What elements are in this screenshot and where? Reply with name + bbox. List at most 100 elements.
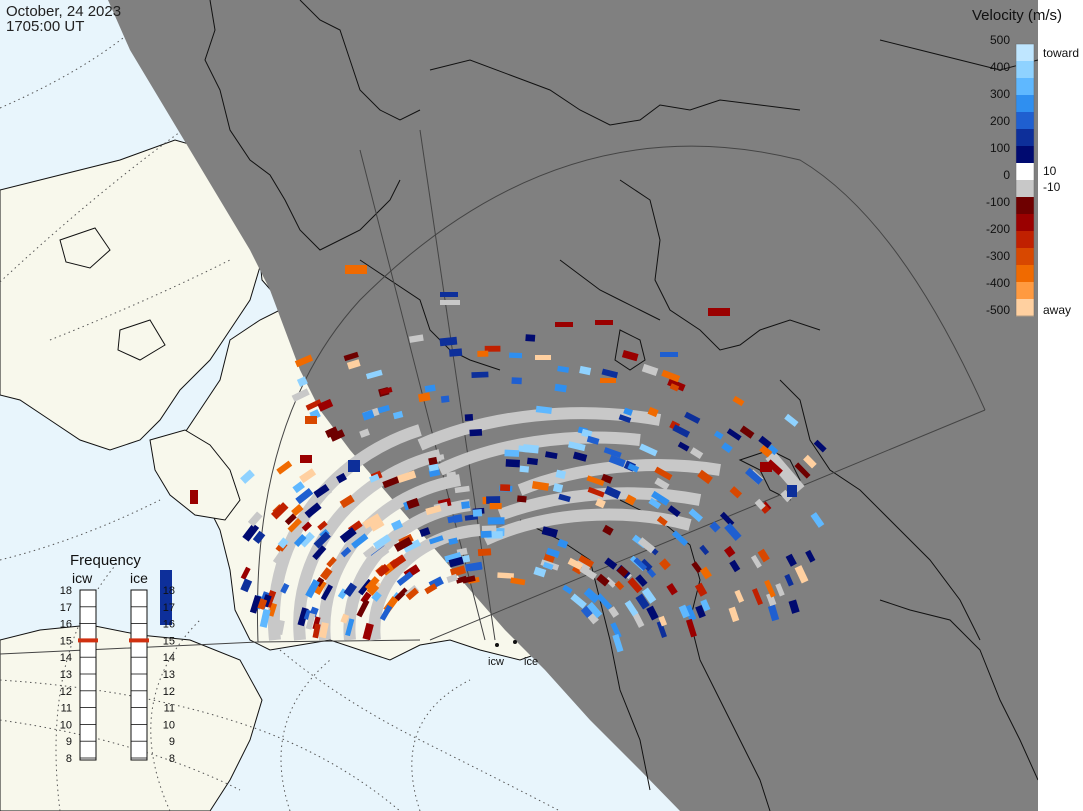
echo-cell — [685, 618, 697, 638]
night-shadow — [108, 0, 1038, 811]
echo-cell — [624, 494, 637, 506]
echo-cell — [329, 429, 346, 442]
echo-cell — [297, 607, 309, 627]
echo-cell — [788, 599, 800, 614]
echo-cell — [586, 475, 605, 487]
echo-cell — [759, 444, 773, 458]
echo-cell — [721, 442, 733, 454]
echo-cell — [639, 443, 658, 457]
echo-cell — [312, 579, 327, 596]
echo-cell — [570, 593, 587, 609]
echo-cell — [579, 565, 597, 580]
echo-cell — [724, 522, 742, 541]
echo-cell — [369, 519, 385, 532]
echo-cell — [595, 320, 613, 325]
echo-cell — [522, 444, 539, 454]
echo-cell — [646, 605, 659, 621]
echo-cell — [370, 545, 390, 563]
echo-cell — [504, 449, 520, 457]
echo-cell — [448, 537, 459, 545]
echo-cell — [449, 348, 463, 357]
echo-cell — [497, 572, 514, 579]
echo-cell — [300, 455, 312, 463]
velocity-echoes — [160, 265, 827, 653]
echo-cell — [480, 530, 492, 538]
echo-cell — [671, 530, 689, 547]
colorbar-swatch — [1016, 180, 1034, 198]
echo-cell — [379, 604, 393, 621]
echo-cell — [767, 444, 779, 456]
echo-cell — [389, 554, 407, 569]
frequency-level-label: 18 — [60, 585, 72, 597]
echo-cell — [294, 354, 314, 368]
echo-cell — [572, 451, 588, 462]
geo-grid — [0, 0, 561, 811]
echo-cell — [505, 459, 520, 468]
echo-cell — [533, 566, 547, 578]
echo-cell — [257, 598, 268, 610]
echo-cell — [247, 511, 263, 527]
echo-cell — [305, 399, 322, 411]
echo-cell — [595, 498, 606, 509]
frequency-level-label: 9 — [169, 736, 175, 748]
echo-cell — [313, 483, 330, 499]
echo-cell — [402, 539, 422, 553]
echo-cell — [317, 398, 334, 412]
echo-cell — [627, 577, 643, 594]
echo-cell — [586, 435, 600, 445]
echo-cell — [542, 561, 554, 571]
echo-cell — [621, 350, 639, 362]
echo-cell — [240, 469, 255, 484]
echo-cell — [160, 570, 172, 625]
date-label: October, 24 2023 — [6, 3, 121, 20]
station-markers: icw ice — [488, 640, 538, 668]
colorbar-swatch — [1016, 129, 1034, 147]
echo-cell — [732, 395, 745, 407]
echo-cell — [406, 497, 420, 510]
echo-cell — [390, 519, 404, 531]
echo-cell — [190, 490, 198, 504]
echo-cell — [587, 486, 605, 498]
echo-cell — [608, 454, 626, 468]
echo-cell — [464, 413, 474, 421]
echo-cell — [272, 550, 286, 565]
echo-cell — [339, 494, 355, 509]
echo-cell — [586, 601, 603, 619]
echo-cell — [535, 405, 552, 415]
echo-cell — [359, 428, 370, 438]
echo-cell — [557, 365, 570, 373]
echo-cell — [361, 409, 375, 421]
echo-cell — [449, 565, 467, 577]
echo-cell — [787, 485, 797, 497]
frequency-level-label: 17 — [60, 602, 72, 614]
frequency-scale-box — [79, 589, 97, 761]
echo-cell — [754, 498, 766, 511]
echo-cell — [651, 490, 670, 506]
echo-cell — [728, 606, 740, 623]
colorbar-tick-label: 300 — [990, 87, 1010, 101]
echo-cell — [343, 582, 358, 597]
echo-cell — [639, 558, 653, 572]
echo-cell — [658, 615, 668, 627]
echo-cell — [666, 583, 678, 596]
colorbar-swatch — [1016, 214, 1034, 232]
echo-cell — [729, 486, 743, 499]
echo-cell — [516, 495, 527, 503]
echo-cell — [511, 377, 522, 385]
echo-cell — [324, 426, 339, 438]
colorbar-swatch — [1016, 112, 1034, 130]
echo-cell — [287, 518, 302, 533]
echo-cell — [465, 561, 483, 572]
echo-cell — [377, 404, 391, 414]
echo-cell — [320, 567, 333, 581]
colorbar-tick-label: -100 — [986, 195, 1010, 209]
colorbar-tick-label: 400 — [990, 60, 1010, 74]
echo-cell — [633, 557, 648, 571]
echo-cell — [446, 471, 457, 480]
colorbar-ticks: 500 400 300 200 100 0 -100 -200 -300 -400 -500 — [986, 33, 1010, 317]
echo-cell — [469, 428, 483, 437]
echo-cell — [691, 561, 703, 574]
echo-cell — [525, 334, 536, 342]
echo-cell — [750, 554, 762, 569]
